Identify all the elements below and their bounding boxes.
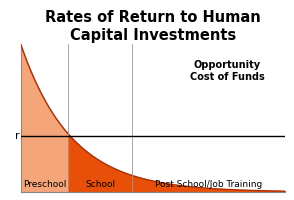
Text: Preschool: Preschool: [23, 180, 66, 189]
Title: Rates of Return to Human
Capital Investments: Rates of Return to Human Capital Investm…: [45, 10, 261, 43]
Text: School: School: [85, 180, 115, 189]
Text: Post School/Job Training: Post School/Job Training: [155, 180, 262, 189]
Text: r: r: [15, 131, 19, 141]
Text: Opportunity
Cost of Funds: Opportunity Cost of Funds: [190, 60, 264, 82]
